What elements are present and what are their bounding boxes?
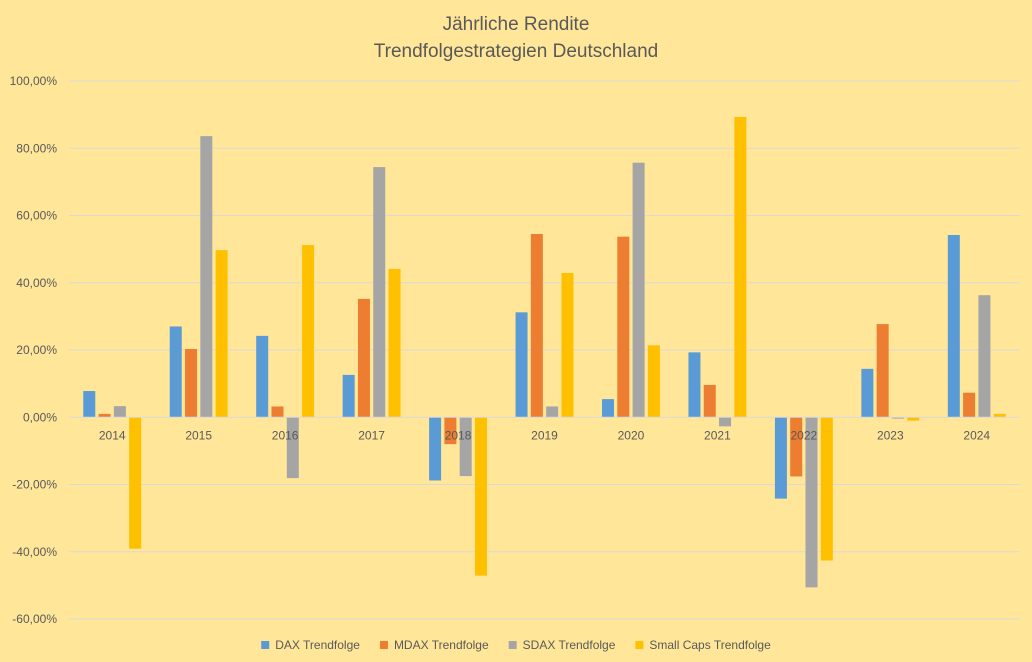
y-tick-label: -40,00% [12, 545, 57, 559]
bar [947, 235, 960, 418]
bar [632, 162, 645, 418]
chart-title-line-1: Jährliche Rendite [443, 14, 590, 35]
bar [286, 417, 299, 479]
legend-item: Small Caps Trendfolge [635, 638, 771, 652]
legend-swatch [379, 641, 388, 649]
legend-swatch [635, 641, 644, 649]
bar [129, 417, 142, 549]
legend-item: DAX Trendfolge [261, 638, 360, 652]
x-axis: 2014 2015 2016 2017 2018 2019 2020 2021 2022 2023… [99, 428, 991, 442]
bar [83, 391, 96, 418]
bar [561, 272, 574, 418]
bar [891, 417, 904, 419]
bar [688, 352, 701, 418]
bar [302, 245, 315, 418]
bar [357, 298, 370, 418]
legend: DAX Trendfolge MDAX Trendfolge SDAX Trendf… [261, 638, 771, 652]
y-tick-label: 20,00% [16, 343, 57, 357]
bar [515, 312, 528, 418]
bar [113, 406, 126, 418]
bar [546, 406, 559, 418]
x-tick-label: 2018 [445, 428, 472, 442]
bar [98, 413, 111, 418]
y-tick-label: -20,00% [12, 478, 57, 492]
bar [617, 236, 630, 418]
bar [256, 335, 269, 418]
bar [978, 295, 991, 418]
y-tick-label: 40,00% [16, 276, 57, 290]
legend-label: SDAX Trendfolge [523, 638, 616, 652]
x-tick-label: 2015 [185, 428, 212, 442]
legend-label: DAX Trendfolge [275, 638, 360, 652]
x-tick-label: 2019 [531, 428, 558, 442]
legend-item: SDAX Trendfolge [508, 638, 616, 652]
x-tick-label: 2014 [99, 428, 126, 442]
bars [83, 116, 1006, 588]
bar [703, 384, 716, 418]
bar [215, 250, 228, 418]
bar [876, 324, 889, 418]
bar [444, 417, 457, 445]
y-tick-label: 0,00% [23, 410, 57, 424]
bar [342, 374, 355, 418]
legend-swatch [508, 641, 517, 649]
bar [602, 399, 615, 418]
y-tick-label: 100,00% [10, 74, 58, 88]
y-axis: 100,00% 80,00% 60,00% 40,00% 20,00% 0,00% -20,… [10, 74, 58, 626]
x-tick-label: 2020 [618, 428, 645, 442]
y-tick-label: 80,00% [16, 141, 57, 155]
x-tick-label: 2016 [272, 428, 299, 442]
bar [861, 368, 874, 418]
bar [169, 326, 182, 418]
bar [647, 345, 660, 418]
bar [530, 233, 543, 418]
bar [459, 417, 472, 477]
bar [820, 417, 833, 561]
y-tick-label: -60,00% [12, 612, 57, 626]
x-tick-label: 2023 [877, 428, 904, 442]
chart-title-line-2: Trendfolgestrategien Deutschland [374, 41, 658, 62]
bar [734, 116, 747, 418]
x-tick-label: 2017 [358, 428, 385, 442]
y-tick-label: 60,00% [16, 209, 57, 223]
bar [373, 167, 386, 418]
legend-label: MDAX Trendfolge [394, 638, 489, 652]
legend-item: MDAX Trendfolge [379, 638, 489, 652]
bar [271, 406, 284, 418]
chart-title: Jährliche Rendite Trendfolgestrategien D… [374, 14, 658, 62]
x-tick-label: 2024 [963, 428, 990, 442]
bar [429, 417, 442, 481]
bar [907, 417, 920, 421]
legend-label: Small Caps Trendfolge [649, 638, 771, 652]
bar [719, 417, 732, 427]
bar [790, 417, 803, 477]
x-tick-label: 2022 [791, 428, 818, 442]
bar [963, 392, 976, 418]
x-tick-label: 2021 [704, 428, 731, 442]
bar [774, 417, 787, 499]
legend-swatch [261, 641, 270, 649]
bar [993, 413, 1006, 418]
bar [474, 417, 487, 576]
bar [388, 268, 401, 418]
bar [185, 348, 198, 418]
bar [805, 417, 818, 588]
bar [200, 136, 213, 418]
